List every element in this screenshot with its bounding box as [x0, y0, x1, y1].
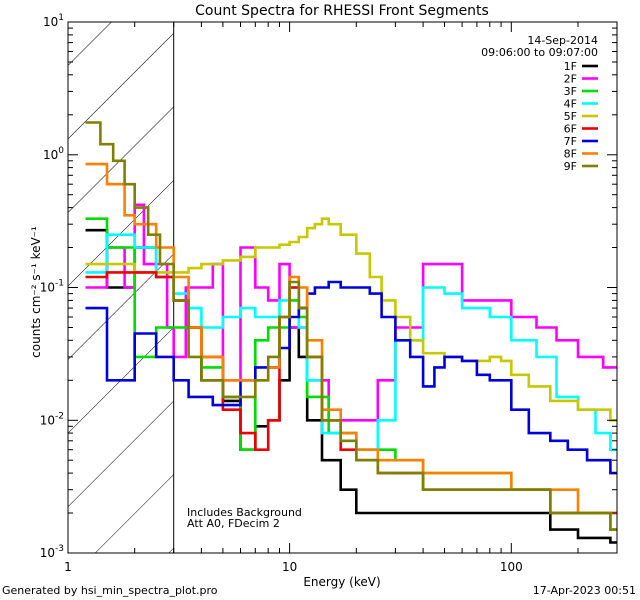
date-label: 14-Sep-2014 — [527, 34, 598, 47]
timestamp-label: 17-Apr-2023 00:51 — [533, 584, 636, 597]
y-tick-labels: 10-3 10-2 10-1 100 101 — [40, 13, 65, 560]
legend-label-7F: 7F — [564, 135, 577, 148]
axis-ticks — [67, 21, 618, 554]
legend-label-2F: 2F — [564, 73, 577, 86]
legend-label-5F: 5F — [564, 110, 577, 123]
x-axis-label: Energy (keV) — [303, 575, 380, 589]
chart-title: Count Spectra for RHESSI Front Segments — [195, 3, 489, 19]
y-tick-label: 10-3 — [40, 544, 64, 560]
x-tick-label: 10 — [282, 560, 297, 574]
series-5F — [85, 217, 617, 422]
annotation-background: Includes Background — [187, 506, 302, 519]
y-tick-label: 101 — [43, 13, 64, 29]
time-range-label: 09:06:00 to 09:07:00 — [481, 46, 598, 59]
x-tick-label: 1 — [64, 560, 72, 574]
y-tick-label: 10-2 — [40, 411, 64, 427]
legend-label-1F: 1F — [564, 60, 577, 73]
y-axis-label: counts cm⁻² s⁻¹ keV⁻¹ — [29, 226, 43, 358]
legend-label-9F: 9F — [564, 160, 577, 173]
x-tick-label: 100 — [500, 560, 523, 574]
series-7F — [85, 280, 617, 475]
series-layer — [85, 121, 617, 544]
y-tick-label: 10-1 — [40, 279, 64, 295]
x-tick-labels: 1 10 100 — [64, 560, 523, 574]
legend-label-6F: 6F — [564, 123, 577, 136]
legend-label-8F: 8F — [564, 148, 577, 161]
series-9F — [85, 121, 617, 531]
generated-by-label: Generated by hsi_min_spectra_plot.pro — [2, 584, 218, 597]
legend-label-4F: 4F — [564, 98, 577, 111]
y-tick-label: 100 — [43, 146, 64, 162]
legend-label-3F: 3F — [564, 85, 577, 98]
annotation-attenuator: Att A0, FDecim 2 — [187, 517, 280, 530]
